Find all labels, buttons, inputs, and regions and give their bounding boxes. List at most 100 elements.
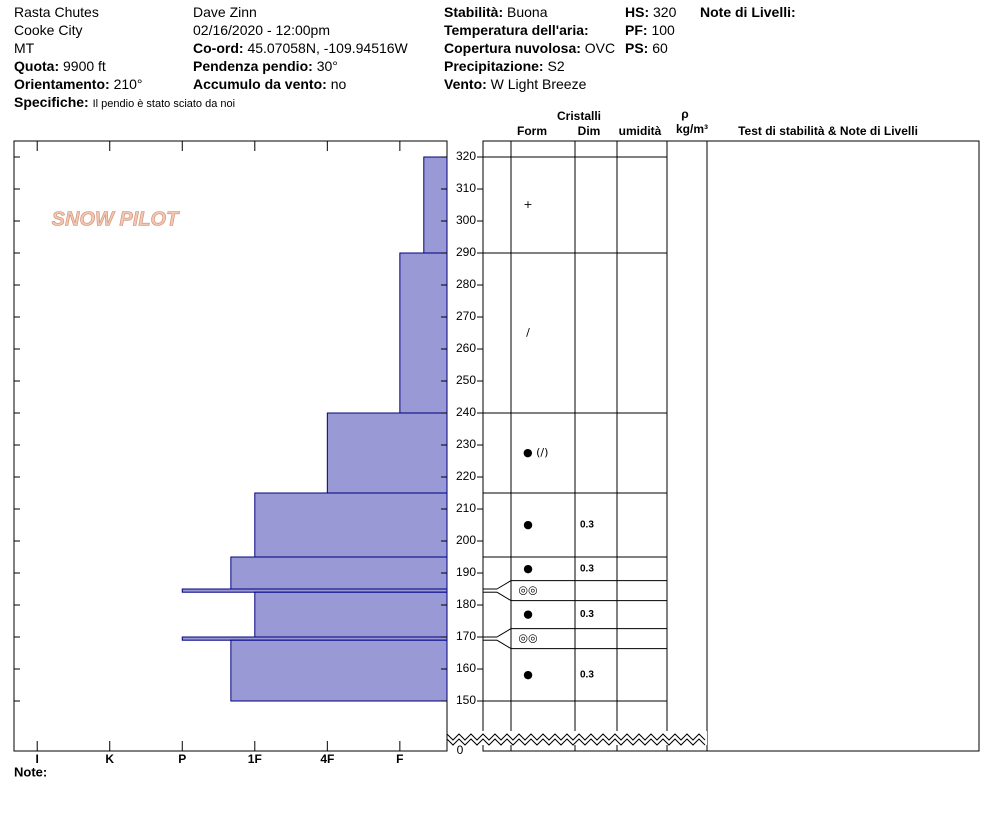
y-tick-label: 150 <box>456 693 476 707</box>
header-field: 02/16/2020 - 12:00pm <box>193 22 330 38</box>
field-label: Pendenza pendio: <box>193 58 313 74</box>
field-label: Temperatura dell'aria: <box>444 22 589 38</box>
header-field: Quota: 9900 ft <box>14 58 106 74</box>
field-value: 210° <box>113 76 143 92</box>
field-label: Precipitazione: <box>444 58 544 74</box>
header-field: Specifiche: Il pendio è stato sciato da … <box>14 94 235 112</box>
layer-connector <box>496 628 512 638</box>
y-tick-label: 190 <box>456 565 476 579</box>
x-tick-label: P <box>178 752 186 766</box>
x-tick-label: F <box>396 752 403 766</box>
x-tick-label: I <box>36 752 39 766</box>
hardness-bar <box>230 556 448 590</box>
crystal-form: ● <box>523 518 533 531</box>
y-tick-label: 310 <box>456 181 476 195</box>
y-tick-label: 300 <box>456 213 476 227</box>
crystal-form: ◎◎ <box>518 632 537 645</box>
field-label: Accumulo da vento: <box>193 76 327 92</box>
crystal-dim: 0.3 <box>580 669 594 680</box>
break-gap <box>448 731 707 745</box>
field-value: Cooke City <box>14 22 83 38</box>
crystal-form: ● <box>523 608 533 621</box>
header-field: Stabilità: Buona <box>444 4 548 20</box>
field-label: PF: <box>625 22 648 38</box>
y-tick-label: 220 <box>456 469 476 483</box>
column-header: kg/m³ <box>676 122 708 136</box>
layer-connector <box>496 639 512 650</box>
y-break-label: 0 <box>457 743 464 757</box>
x-tick-label: 1F <box>248 752 262 766</box>
field-label: Specifiche: <box>14 94 89 110</box>
crystal-dim: 0.3 <box>580 563 594 574</box>
field-value: MT <box>14 40 35 56</box>
field-value: OVC <box>584 40 616 56</box>
y-tick-label: 200 <box>456 533 476 547</box>
y-tick-label: 230 <box>456 437 476 451</box>
header-field: Note di Livelli: <box>700 4 796 20</box>
y-tick-label: 270 <box>456 309 476 323</box>
field-value: Dave Zinn <box>193 4 257 20</box>
field-label: Co-ord: <box>193 40 244 56</box>
y-tick-label: 250 <box>456 373 476 387</box>
layer-connector <box>496 591 512 602</box>
header-field: Dave Zinn <box>193 4 257 20</box>
hardness-bar <box>254 591 448 638</box>
header-field: PF: 100 <box>625 22 675 38</box>
notes-label: Note: <box>14 764 47 779</box>
y-tick-label: 170 <box>456 629 476 643</box>
crystal-form: ● (/) <box>523 446 548 459</box>
field-label: Orientamento: <box>14 76 110 92</box>
header-field: Pendenza pendio: 30° <box>193 58 338 74</box>
crystal-form: + <box>523 198 532 211</box>
header-field: Accumulo da vento: no <box>193 76 346 92</box>
field-value: Il pendio è stato sciato da noi <box>92 98 236 110</box>
x-tick-label: K <box>105 752 114 766</box>
crystal-dim: 0.3 <box>580 609 594 620</box>
axis-break <box>446 733 706 741</box>
y-tick-label: 320 <box>456 149 476 163</box>
field-label: Copertura nuvolosa: <box>444 40 581 56</box>
column-header: Form <box>517 124 547 138</box>
x-tick-label: 4F <box>320 752 334 766</box>
field-label: Quota: <box>14 58 60 74</box>
table-frame <box>482 140 980 752</box>
layer-connector <box>496 580 512 590</box>
field-label: PS: <box>625 40 649 56</box>
field-value: 320 <box>653 4 677 20</box>
header-field: Precipitazione: S2 <box>444 58 565 74</box>
crystal-form: ◎◎ <box>518 584 537 597</box>
header-field: Copertura nuvolosa: OVC <box>444 40 615 56</box>
y-tick-label: 240 <box>456 405 476 419</box>
field-value: W Light Breeze <box>490 76 587 92</box>
column-header: umidità <box>619 124 662 138</box>
field-label: HS: <box>625 4 650 20</box>
y-tick-label: 180 <box>456 597 476 611</box>
header-field: Co-ord: 45.07058N, -109.94516W <box>193 40 408 56</box>
y-tick-label: 210 <box>456 501 476 515</box>
logo: SNOW PILOT <box>52 208 180 230</box>
field-label: Note di Livelli: <box>700 4 796 20</box>
header-field: Cooke City <box>14 22 82 38</box>
y-tick-label: 290 <box>456 245 476 259</box>
hardness-bar <box>399 252 448 414</box>
hardness-bar <box>230 639 448 702</box>
column-header: Test di stabilità & Note di Livelli <box>738 124 918 138</box>
crystal-form: / <box>526 326 530 339</box>
axis-break <box>446 738 706 746</box>
field-label: Stabilità: <box>444 4 504 20</box>
hardness-bar <box>326 412 448 494</box>
field-value: 100 <box>651 22 675 38</box>
field-value: no <box>330 76 347 92</box>
crystal-form: ● <box>523 668 533 681</box>
field-value: 02/16/2020 - 12:00pm <box>193 22 330 38</box>
field-value: S2 <box>547 58 565 74</box>
column-header: ρ <box>681 107 688 121</box>
crystal-dim: 0.3 <box>580 520 594 531</box>
field-value: 9900 ft <box>63 58 106 74</box>
field-label: Vento: <box>444 76 487 92</box>
header-field: Orientamento: 210° <box>14 76 143 92</box>
header-field: Temperatura dell'aria: <box>444 22 589 38</box>
field-value: Rasta Chutes <box>14 4 99 20</box>
y-tick-label: 280 <box>456 277 476 291</box>
column-header: Dim <box>578 124 601 138</box>
